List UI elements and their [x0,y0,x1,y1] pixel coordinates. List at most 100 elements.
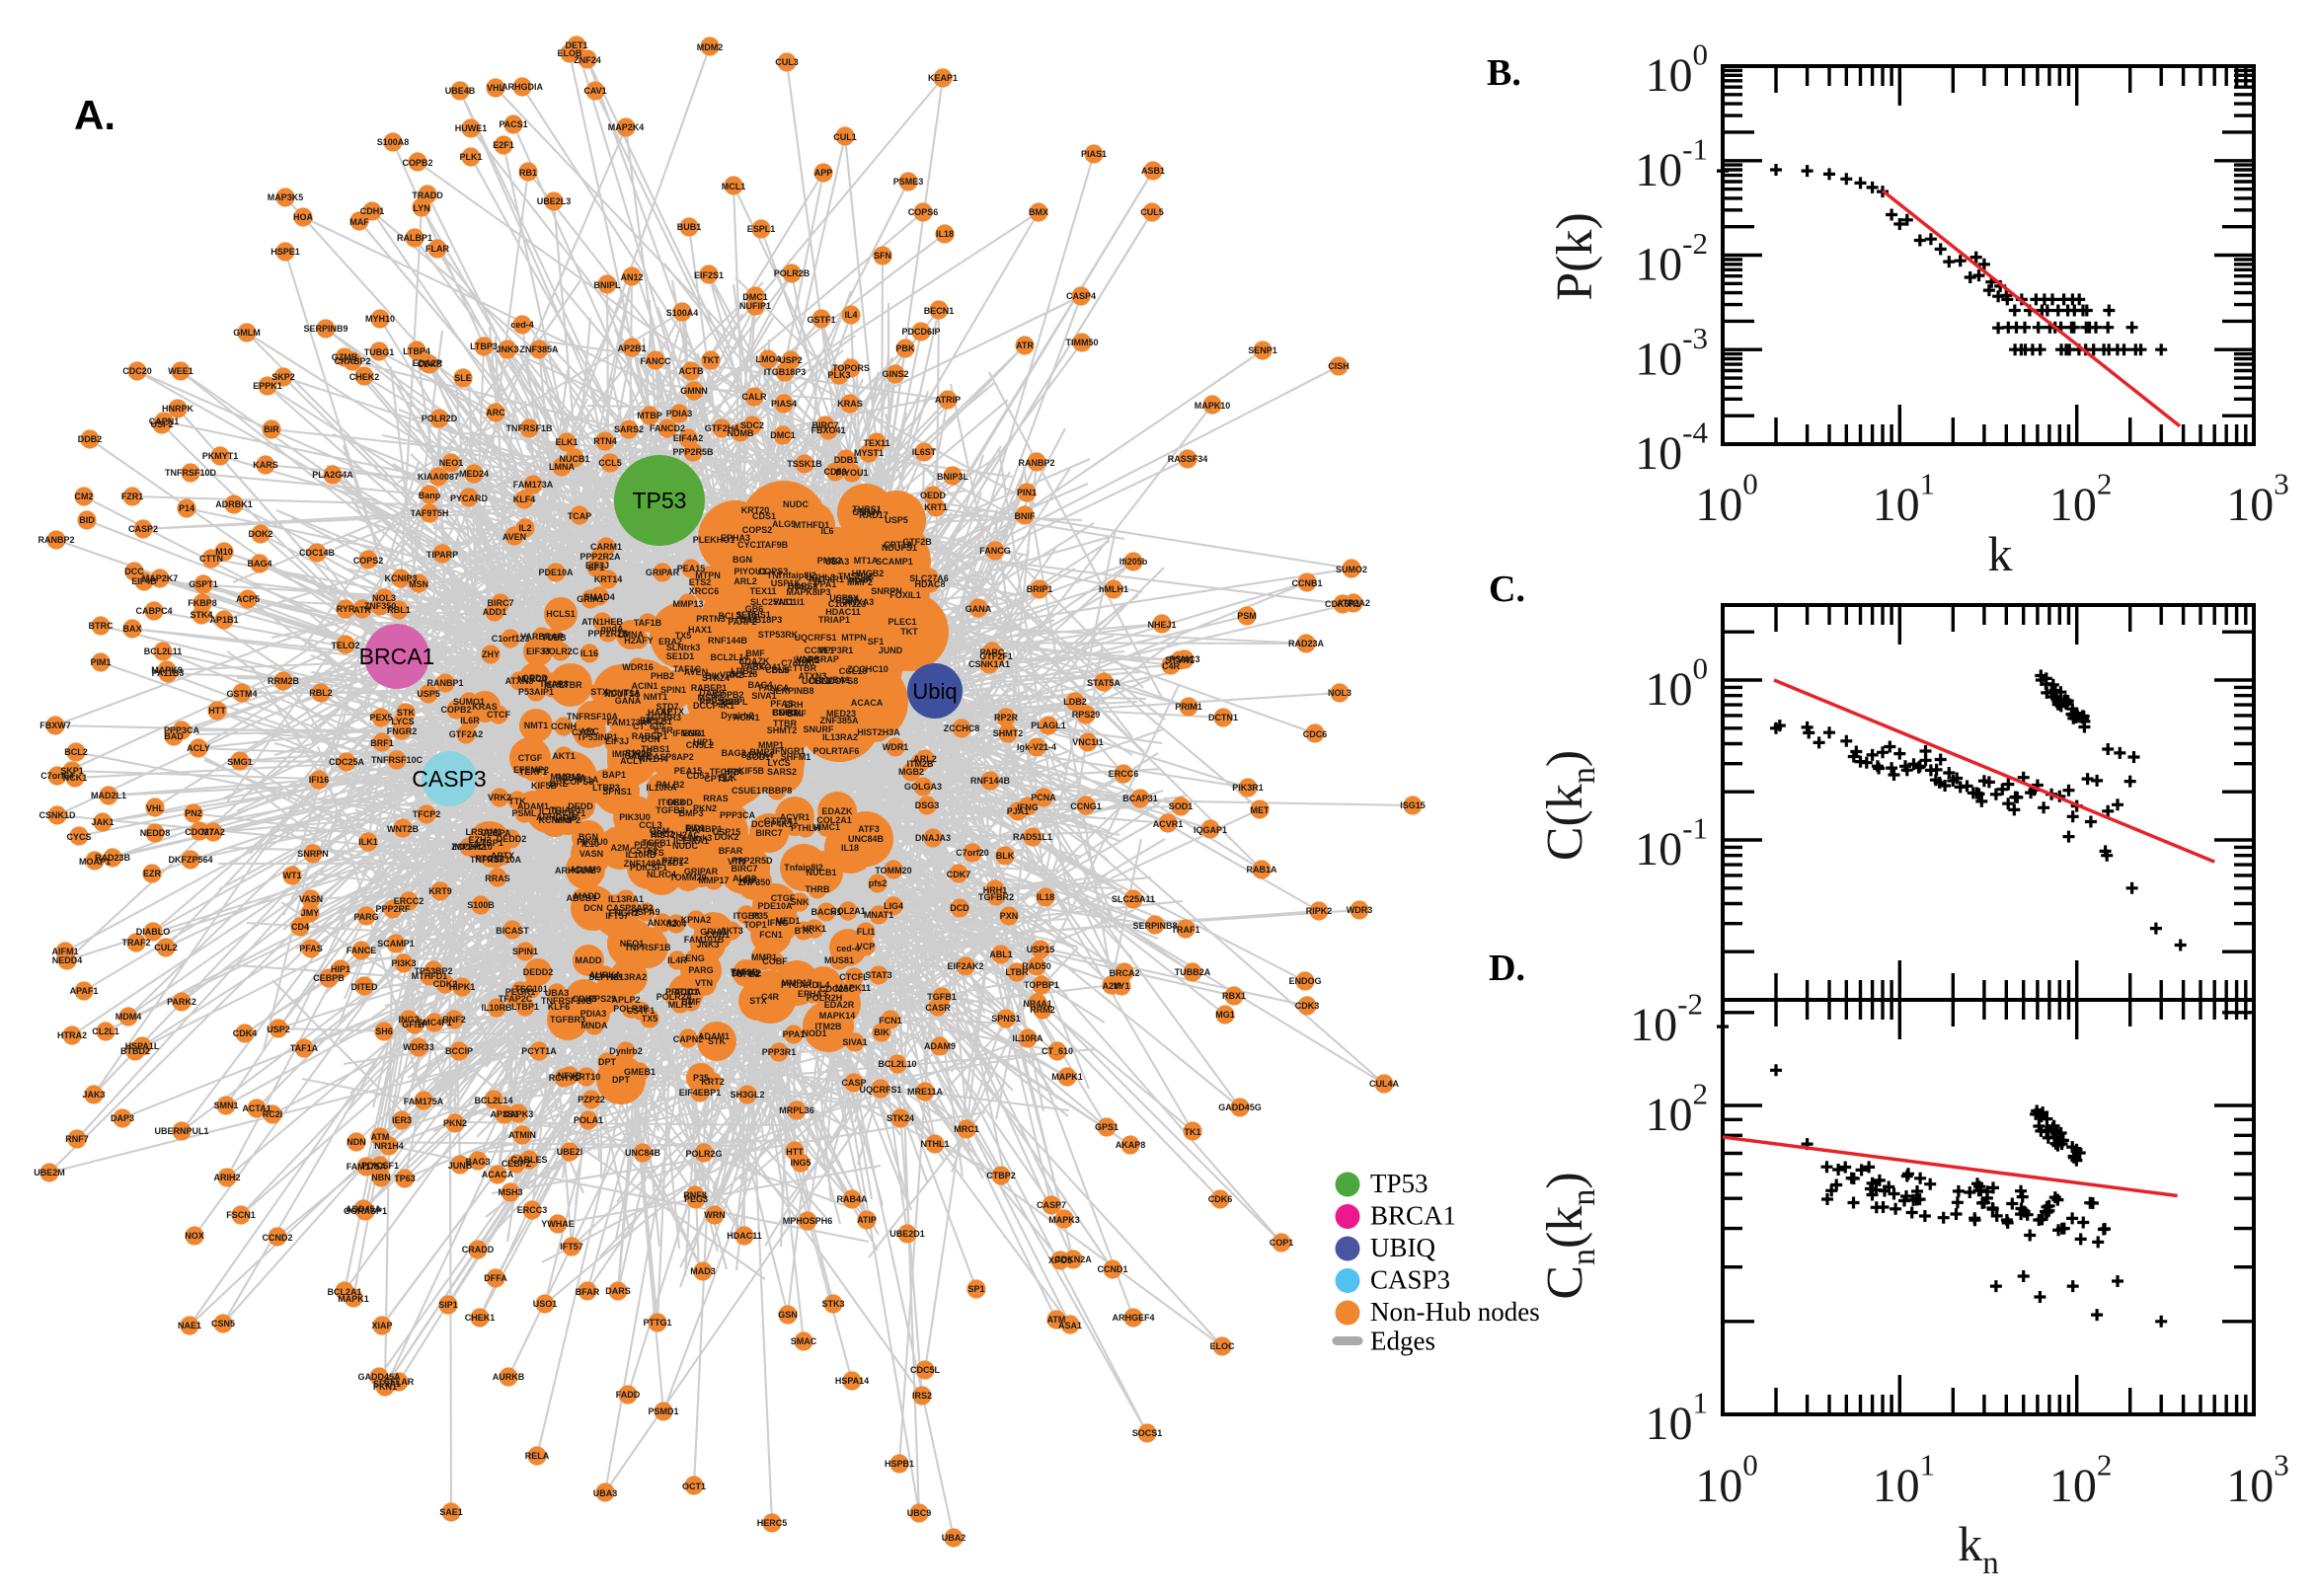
svg-text:ATRIP: ATRIP [935,395,961,405]
svg-text:UBA3: UBA3 [593,1488,618,1498]
svg-text:HCLS1: HCLS1 [546,609,576,619]
svg-text:IL4R: IL4R [667,955,687,965]
svg-text:CCND2: CCND2 [262,1233,292,1243]
svg-text:CDK2: CDK2 [433,979,458,989]
svg-text:SMAC: SMAC [791,1336,817,1346]
svg-text:DNAJA3: DNAJA3 [915,833,951,843]
svg-text:BIK: BIK [874,1027,889,1037]
svg-text:CABPC4: CABPC4 [135,606,172,616]
svg-text:BCL2L14: BCL2L14 [710,652,748,662]
svg-text:HTT: HTT [786,1147,804,1157]
svg-text:ADAM9: ADAM9 [924,1041,956,1051]
svg-text:STK3: STK3 [821,1299,844,1309]
svg-text:FANCC: FANCC [641,356,671,366]
svg-text:FANCG: FANCG [979,546,1011,556]
svg-text:PEX5: PEX5 [369,713,392,722]
svg-text:HSPA1L: HSPA1L [125,1041,160,1051]
svg-text:MADD: MADD [576,955,602,965]
svg-text:HAX1: HAX1 [688,625,712,635]
svg-text:ACVR1: ACVR1 [780,812,811,822]
svg-text:CDC6: CDC6 [1303,729,1328,739]
svg-text:GRIPAR: GRIPAR [646,568,680,577]
svg-text:SMAD4: SMAD4 [583,592,615,602]
svg-text:ATIP: ATIP [857,1215,877,1225]
svg-text:TAF9T5H: TAF9T5H [411,508,449,518]
svg-text:EIF2AK2: EIF2AK2 [947,961,983,971]
svg-text:FAM175A: FAM175A [404,1097,444,1106]
svg-text:TRAF1: TRAF1 [1172,925,1200,935]
svg-text:SHMT2: SHMT2 [767,725,798,735]
svg-text:CASP: CASP [841,1078,866,1088]
svg-text:NOX: NOX [185,1231,204,1241]
svg-text:RRAS: RRAS [485,874,510,883]
svg-text:DDB2: DDB2 [78,434,103,444]
svg-text:MAPK14: MAPK14 [819,1011,856,1021]
svg-text:DPT: DPT [612,1075,631,1085]
svg-text:IQGAP1: IQGAP1 [1194,825,1227,835]
svg-text:USP2: USP2 [779,355,803,365]
svg-text:EZR: EZR [143,869,162,878]
svg-text:ACTB: ACTB [679,366,704,376]
svg-text:JNK3: JNK3 [496,344,518,354]
svg-text:TRADD: TRADD [412,190,443,200]
svg-text:FADD: FADD [616,1390,641,1400]
svg-text:BAG4: BAG4 [247,559,271,569]
svg-text:P(k): P(k) [1547,212,1603,301]
svg-text:PKMYT1: PKMYT1 [202,451,239,461]
svg-text:MMP13: MMP13 [550,772,580,782]
svg-text:TRIAP1: TRIAP1 [818,615,850,625]
svg-text:SH3GL2: SH3GL2 [730,1090,764,1100]
svg-text:C.: C. [1489,569,1525,610]
svg-text:IL6ST: IL6ST [912,447,937,457]
svg-text:TGFB2: TGFB2 [656,805,685,815]
svg-text:CARM1: CARM1 [590,542,622,552]
svg-text:PARK2: PARK2 [167,997,196,1007]
svg-text:KRAS: KRAS [472,702,498,712]
svg-text:ZHY: ZHY [482,649,500,659]
svg-text:PA11B3: PA11B3 [152,668,185,678]
svg-text:CTCFL: CTCFL [839,972,869,982]
svg-text:PYCARD: PYCARD [781,980,819,990]
svg-text:MAPK10: MAPK10 [1195,401,1231,411]
svg-text:SIVA1: SIVA1 [842,1037,867,1047]
svg-text:TOPBP1: TOPBP1 [1024,980,1059,990]
svg-text:HAX1: HAX1 [648,708,671,718]
svg-text:LYN: LYN [413,203,429,213]
svg-text:PCNA: PCNA [1031,793,1056,802]
svg-text:CYC1: CYC1 [737,540,761,550]
svg-text:GTF2H4: GTF2H4 [705,423,739,433]
svg-text:JAK3: JAK3 [82,1090,105,1100]
svg-text:IRS2: IRS2 [912,1391,932,1401]
svg-text:ZNF385A: ZNF385A [819,716,859,725]
svg-text:OCT1: OCT1 [682,1482,706,1491]
svg-text:CDC25A: CDC25A [329,757,365,767]
svg-text:CD53: CD53 [823,467,846,477]
svg-text:MAD2L1: MAD2L1 [91,791,126,800]
svg-text:GTF2B: GTF2B [902,537,932,547]
svg-text:HIST2H3A: HIST2H3A [857,727,900,737]
svg-text:KRT9: KRT9 [428,886,452,896]
svg-text:NUDC: NUDC [783,499,809,509]
svg-text:KLF6: KLF6 [548,1002,571,1012]
svg-text:SF1: SF1 [868,637,885,646]
svg-text:HTT: HTT [208,706,226,716]
svg-text:CABLES: CABLES [510,1155,547,1165]
svg-text:NEDD8: NEDD8 [140,828,171,838]
svg-text:CUL5: CUL5 [1140,207,1164,217]
svg-text:PDE10A: PDE10A [538,568,574,577]
svg-text:S100A8: S100A8 [377,137,410,147]
svg-text:EIF4EBP1: EIF4EBP1 [679,1088,722,1098]
svg-text:DET1: DET1 [565,40,587,50]
svg-text:PIAS4: PIAS4 [771,399,797,409]
svg-text:TAF1B: TAF1B [634,618,662,628]
svg-text:POLA1: POLA1 [574,1115,603,1125]
svg-text:GTF2F1: GTF2F1 [979,651,1013,661]
svg-text:TNFRSF10A: TNFRSF10A [567,712,619,722]
svg-text:DEDD2: DEDD2 [523,967,554,977]
svg-text:USO1: USO1 [533,1299,558,1309]
svg-text:FKBP8: FKBP8 [188,598,217,608]
svg-text:DEDD: DEDD [568,801,593,811]
svg-text:hMLH1: hMLH1 [1099,584,1128,594]
svg-text:Dynlrb2: Dynlrb2 [609,1046,643,1056]
svg-text:LYCS: LYCS [391,717,414,726]
